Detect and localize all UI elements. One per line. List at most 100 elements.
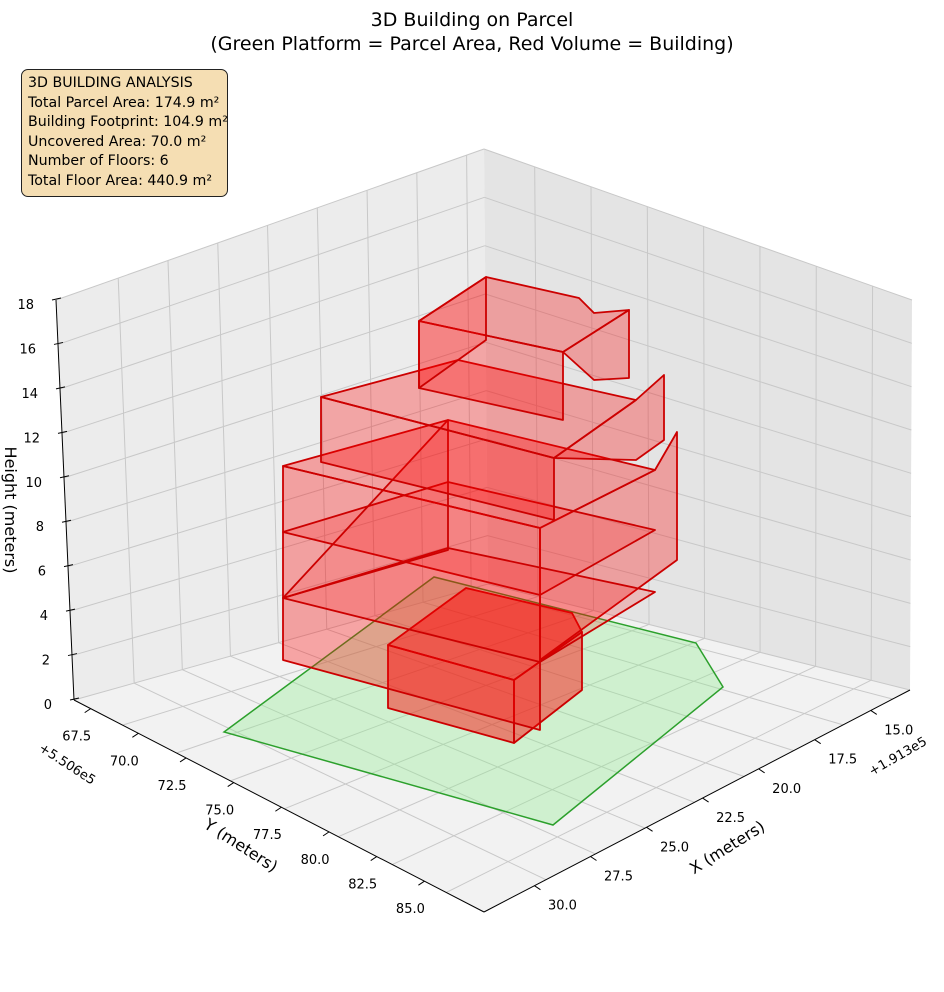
z-grid-right-6 (485, 293, 912, 431)
z-grid-left-4 (65, 390, 487, 523)
y-offset-label: +5.506e5 (36, 741, 98, 789)
x-offset-label: +1.913e5 (867, 734, 930, 779)
y-axis-label: Y (meters) (200, 814, 281, 876)
z-tick-mark-5 (59, 475, 70, 479)
y-grid-wall-5 (217, 242, 231, 657)
upper-front (320, 396, 555, 521)
x-grid-floor-5 (176, 610, 594, 754)
z-grid-left-3 (67, 438, 487, 568)
z-grid-left-0 (73, 583, 489, 701)
z-grid-left-6 (61, 293, 486, 434)
roof-side (562, 309, 630, 381)
upper-side (553, 374, 665, 461)
x-grid-wall-5 (590, 186, 594, 611)
x-grid-floor-2 (338, 651, 761, 838)
z-grid-left-2 (69, 486, 488, 612)
x-axis-line (483, 689, 911, 913)
y-tick-mark-4 (275, 806, 282, 812)
x-grid-floor-3 (284, 637, 705, 810)
info-line-floors: Number of Floors: 6 (28, 153, 169, 169)
y-grid-floor-0 (471, 588, 893, 700)
z-tick-mark-4 (61, 519, 72, 523)
z-tick-1: 2 (42, 654, 50, 669)
y-grid-floor-6 (182, 669, 596, 855)
analysis-info-box: 3D BUILDING ANALYSIS Total Parcel Area: … (21, 69, 228, 197)
info-line-floor-area: Total Floor Area: 440.9 m² (28, 172, 213, 189)
axes-panes (56, 149, 912, 912)
y-tick-6: 82.5 (348, 878, 377, 893)
y-tick-mark-0 (84, 708, 91, 714)
x-tick-5: 27.5 (604, 870, 633, 885)
y-tick-0: 67.5 (62, 730, 91, 745)
floor-plate-2 (282, 547, 656, 663)
x-grid-floor-0 (446, 679, 872, 893)
x-grid-floor-6 (122, 596, 539, 726)
roof-back (418, 276, 487, 389)
floor-pane (74, 584, 910, 912)
z-grid-right-7 (484, 245, 912, 388)
chart-title-line-1: 3D Building on Parcel (371, 9, 574, 31)
z-tick-6: 12 (23, 431, 40, 446)
y-tick-3: 75.0 (205, 804, 234, 819)
z-axis-line (55, 299, 75, 701)
x-tick-mark-2 (758, 768, 765, 774)
chart-title-line-2: (Green Platform = Parcel Area, Red Volum… (210, 33, 733, 55)
info-line-heading: 3D BUILDING ANALYSIS (28, 75, 193, 91)
x-grid-wall-3 (703, 226, 706, 639)
y-tick-mark-2 (179, 757, 187, 763)
building-and-parcel (222, 276, 724, 826)
z-tick-mark-1 (67, 653, 78, 657)
floor-plate-3 (282, 481, 656, 596)
z-tick-8: 16 (19, 342, 36, 357)
y-grid-floor-7 (133, 682, 547, 881)
x-grid-floor-1 (392, 665, 816, 866)
parcel-platform (222, 576, 724, 826)
z-tick-2: 4 (40, 609, 48, 624)
info-line-footprint: Building Footprint: 104.9 m² (28, 114, 228, 130)
z-tick-mark-6 (57, 430, 68, 434)
block-side (539, 431, 678, 661)
z-grid-right-4 (486, 390, 912, 518)
z-grid-left-9 (55, 148, 485, 301)
x-grid-wall-0 (870, 286, 874, 681)
z-grid-right-1 (487, 535, 911, 648)
info-line-uncovered: Uncovered Area: 70.0 m² (28, 133, 207, 150)
x-tick-6: 30.0 (548, 899, 577, 914)
y-tick-7: 85.0 (396, 902, 425, 917)
y-grid-wall-7 (117, 278, 135, 684)
z-tick-9: 18 (17, 298, 34, 313)
z-grid-left-8 (57, 196, 485, 345)
y-tick-4: 77.5 (253, 828, 282, 843)
z-grid-right-8 (484, 196, 912, 344)
y-axis-line (73, 699, 485, 913)
x-tick-mark-4 (646, 826, 653, 832)
tick-labels: 0 2 4 6 8 10 12 14 16 18 67.5 70.0 72.5 75.0 77.5 80.0 8… (17, 297, 913, 917)
x-tick-1: 17.5 (828, 753, 857, 768)
x-tick-mark-6 (534, 885, 541, 891)
y-tick-mark-7 (418, 880, 425, 886)
y-tick-mark-5 (322, 831, 330, 837)
z-grid-right-9 (483, 148, 913, 301)
y-grid-floor-3 (326, 628, 745, 777)
rear-edge (282, 419, 449, 599)
x-tick-mark-1 (814, 739, 821, 745)
x-tick-mark-5 (590, 856, 597, 861)
z-grid-right-0 (487, 583, 911, 691)
y-grid-floor-4 (278, 642, 695, 803)
y-grid-wall-6 (167, 260, 183, 670)
z-grid-left-1 (71, 535, 488, 657)
y-grid-wall-0 (466, 155, 472, 589)
z-axis-label: Height (meters) (1, 447, 20, 574)
z-tick-7: 14 (21, 387, 38, 402)
z-tick-5: 10 (25, 476, 42, 491)
x-grid-wall-1 (815, 266, 817, 667)
grid-lines (55, 148, 913, 893)
z-tick-4: 8 (36, 520, 44, 535)
z-tick-mark-0 (69, 697, 80, 701)
y-tick-mark-6 (370, 856, 378, 861)
y-grid-wall-4 (267, 225, 280, 643)
z-tick-mark-3 (63, 564, 74, 568)
y-tick-mark-3 (227, 782, 234, 787)
z-grid-right-3 (486, 438, 911, 561)
